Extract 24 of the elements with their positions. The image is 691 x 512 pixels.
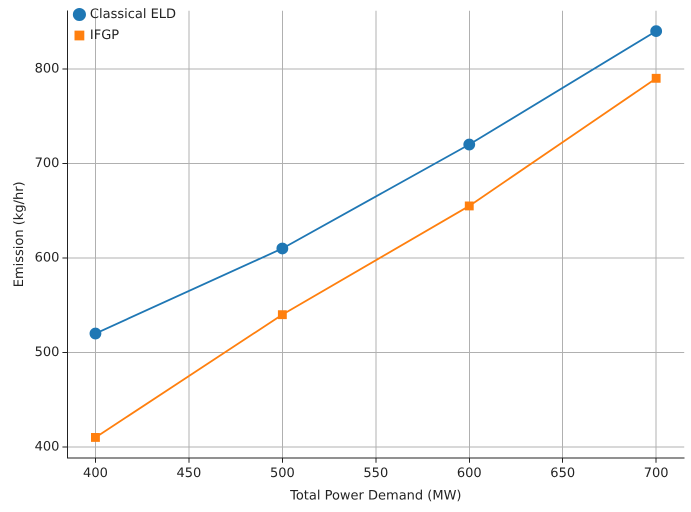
point bbox=[276, 242, 288, 254]
point bbox=[464, 202, 474, 210]
x-tick-label: 400 bbox=[83, 466, 108, 481]
legend-label: IFGP bbox=[90, 28, 120, 43]
x-tick-label: 550 bbox=[363, 466, 388, 481]
point bbox=[91, 433, 100, 442]
point bbox=[650, 25, 662, 38]
legend-label: Classical ELD bbox=[90, 6, 176, 22]
x-axis-title: Total Power Demand (MW) bbox=[289, 488, 462, 504]
x-tick-label: 650 bbox=[550, 466, 576, 481]
y-tick-label: 800 bbox=[34, 61, 60, 76]
y-tick-label: 400 bbox=[34, 439, 60, 454]
x-tick-label: 450 bbox=[176, 466, 202, 481]
point bbox=[90, 328, 102, 340]
x-tick-label: 700 bbox=[644, 466, 669, 481]
x-tick-label: 500 bbox=[270, 466, 295, 481]
y-tick-label: 600 bbox=[34, 250, 60, 266]
point bbox=[463, 138, 476, 150]
point bbox=[278, 310, 287, 320]
x-tick-label: 600 bbox=[456, 466, 482, 481]
point bbox=[652, 74, 661, 83]
y-tick-label: 700 bbox=[34, 156, 60, 171]
y-axis-title: Emission (kg/hr) bbox=[12, 181, 28, 288]
y-tick-label: 500 bbox=[34, 344, 60, 360]
